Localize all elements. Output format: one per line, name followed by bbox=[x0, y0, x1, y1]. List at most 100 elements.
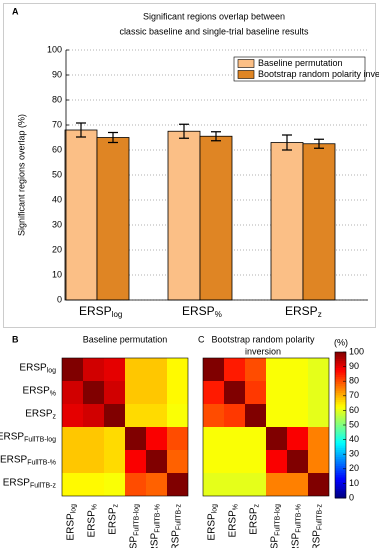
colorbar-tick-label: 30 bbox=[349, 449, 359, 459]
col-label-base: ERSP bbox=[65, 513, 76, 541]
col-label-sub: z bbox=[112, 504, 119, 508]
y-tick-label: 70 bbox=[52, 119, 62, 129]
heatmap-cell bbox=[146, 404, 167, 427]
heatmap-cell bbox=[146, 427, 167, 450]
colorbar-segment bbox=[335, 356, 346, 360]
heatmap-cell bbox=[266, 473, 287, 496]
heatmap-cell bbox=[83, 450, 104, 473]
heatmap-cell bbox=[125, 427, 146, 450]
col-label-sub: log bbox=[70, 504, 77, 513]
col-label-base: ERSP bbox=[290, 532, 301, 548]
panel-label: B bbox=[12, 334, 19, 344]
col-label: ERSP% bbox=[86, 504, 98, 537]
heatmap-cell bbox=[224, 404, 245, 427]
heatmap-cell bbox=[203, 450, 224, 473]
colorbar-segment bbox=[335, 472, 346, 476]
y-tick-label: 30 bbox=[52, 219, 62, 229]
colorbar-tick-label: 20 bbox=[349, 463, 359, 473]
heatmap-cell bbox=[287, 358, 308, 381]
heatmap-cell bbox=[203, 427, 224, 450]
colorbar-segment bbox=[335, 484, 346, 488]
colorbar-segment bbox=[335, 370, 346, 374]
colorbar-segment bbox=[335, 395, 346, 399]
error-bar bbox=[314, 138, 324, 149]
heatmap-cell bbox=[287, 381, 308, 404]
colorbar-segment bbox=[335, 491, 346, 494]
col-label-base: ERSP bbox=[227, 510, 238, 538]
heatmap-cell bbox=[167, 404, 188, 427]
colorbar-tick-label: 50 bbox=[349, 419, 359, 429]
x-tick-label: ERSPlog bbox=[79, 304, 122, 319]
heatmap-title: Baseline permutation bbox=[83, 334, 168, 344]
heatmap-cell bbox=[125, 473, 146, 496]
heatmap-cell bbox=[308, 381, 329, 404]
heatmap-cell bbox=[224, 358, 245, 381]
heatmap-frame bbox=[61, 357, 189, 497]
bar bbox=[96, 137, 130, 301]
colorbar-tick-label: 80 bbox=[349, 376, 359, 386]
row-label-base: ERSP bbox=[23, 385, 51, 396]
col-label-sub: % bbox=[91, 504, 98, 510]
heatmap-cell bbox=[83, 358, 104, 381]
heatmap-cell bbox=[245, 427, 266, 450]
heatmap-cell bbox=[245, 358, 266, 381]
heatmap-cell bbox=[287, 404, 308, 427]
heatmap-cell bbox=[62, 404, 83, 427]
heatmap-cell bbox=[224, 450, 245, 473]
colorbar-tick-label: 10 bbox=[349, 478, 359, 488]
colorbar-segment bbox=[335, 459, 346, 462]
heatmap-cell bbox=[167, 381, 188, 404]
heatmap-cell bbox=[62, 358, 83, 381]
colorbar-segment bbox=[335, 463, 346, 467]
col-label-base: ERSP bbox=[170, 530, 181, 548]
colorbar-segment bbox=[335, 377, 346, 380]
y-tick-label: 20 bbox=[52, 244, 62, 254]
colorbar-tick-label: 100 bbox=[349, 346, 364, 356]
col-label: ERSPz bbox=[248, 504, 260, 535]
heatmap-cell bbox=[287, 427, 308, 450]
heatmap-cell bbox=[245, 381, 266, 404]
heatmap-cell bbox=[245, 473, 266, 496]
colorbar-segment bbox=[335, 367, 346, 371]
legend-swatch bbox=[237, 59, 255, 68]
col-label-sub: FullTB-% bbox=[295, 504, 302, 533]
heatmap-cell bbox=[203, 473, 224, 496]
heatmap-cell bbox=[308, 358, 329, 381]
col-label: ERSPFullTB-% bbox=[290, 504, 302, 548]
heatmap-cell bbox=[287, 450, 308, 473]
heatmap-cell bbox=[104, 404, 125, 427]
colorbar-segment bbox=[335, 406, 346, 410]
row-label-base: ERSP bbox=[19, 362, 47, 373]
col-label: ERSPFullTB-% bbox=[149, 504, 161, 548]
y-tick-label: 10 bbox=[52, 269, 62, 279]
row-label-base: ERSP bbox=[25, 408, 53, 419]
row-label-base: ERSP bbox=[0, 431, 24, 442]
error-bar bbox=[76, 122, 86, 138]
x-tick-label-sub: % bbox=[215, 310, 222, 319]
heatmap-cell bbox=[146, 381, 167, 404]
colorbar-segment bbox=[335, 479, 346, 483]
row-label-sub: % bbox=[50, 390, 56, 397]
bar bbox=[270, 142, 304, 301]
heatmap-cell bbox=[245, 404, 266, 427]
heatmap-cell bbox=[203, 381, 224, 404]
col-label: ERSPFullTB-z bbox=[311, 504, 323, 548]
bar bbox=[199, 135, 233, 301]
heatmap-cell bbox=[266, 427, 287, 450]
col-label: ERSPlog bbox=[206, 504, 218, 541]
bar bbox=[302, 143, 336, 301]
colorbar-segment bbox=[335, 452, 346, 456]
heatmap-cell bbox=[224, 381, 245, 404]
heatmap-title: Bootstrap random polarity bbox=[211, 334, 315, 344]
colorbar-tick-label: 90 bbox=[349, 361, 359, 371]
heatmap-cell bbox=[167, 450, 188, 473]
row-label-sub: FullTB-z bbox=[30, 482, 57, 489]
colorbar-segment bbox=[335, 418, 346, 421]
heatmap-cell bbox=[167, 427, 188, 450]
row-label-sub: FullTB-% bbox=[27, 459, 56, 466]
colorbar-segment bbox=[335, 436, 346, 440]
legend-box bbox=[233, 56, 366, 82]
heatmap-title: inversion bbox=[245, 346, 281, 356]
x-tick-label-sub: log bbox=[112, 310, 123, 319]
